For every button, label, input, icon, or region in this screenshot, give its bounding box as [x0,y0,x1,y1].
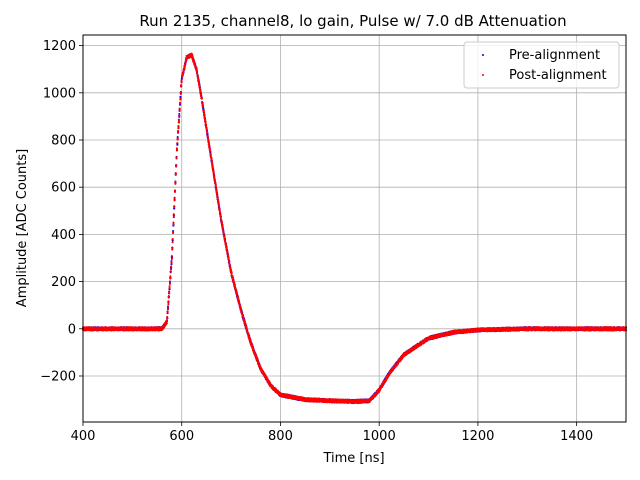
data-point [171,241,174,244]
data-point [167,306,169,309]
data-point [170,268,173,271]
data-point [173,197,176,200]
data-point [175,147,178,150]
data-point [178,107,181,110]
data-point [162,326,165,329]
data-point [178,114,181,117]
data-point [172,224,175,227]
data-point [172,231,175,234]
data-point [180,84,183,87]
data-point [165,320,168,323]
data-point [181,74,184,77]
data-point [167,303,170,306]
data-point [167,300,170,303]
data-point [172,222,175,225]
data-point [179,102,182,105]
data-point [166,310,169,313]
data-point [169,270,172,273]
grid [82,35,626,422]
data-point [171,238,174,241]
data-point [178,113,181,115]
data-point [179,103,182,106]
data-point [179,91,182,94]
data-point [173,190,176,193]
data-point [177,118,180,121]
data-point [176,136,179,139]
data-point [169,275,172,278]
data-point [179,95,182,98]
data-point [173,199,176,202]
plot-area [82,52,627,405]
data-point [176,142,179,145]
data-point [179,97,182,100]
data-point [180,79,183,82]
data-point [172,213,175,216]
data-point [172,216,175,219]
data-point [171,248,174,251]
data-point [166,316,169,319]
data-point [177,124,180,127]
data-point [173,206,176,209]
data-point [170,265,173,268]
data-point [174,172,177,175]
data-point [170,255,173,258]
data-point [174,181,177,184]
data-point [175,156,178,159]
data-point [168,285,171,288]
data-point [177,126,180,129]
data-point [177,130,180,133]
data-point [177,121,180,124]
data-point [178,109,181,112]
chart-title: Run 2135, channel8, lo gain, Pulse w/ 7.… [139,12,566,30]
data-point [167,295,170,298]
data-point [168,283,171,286]
data-point [175,164,178,167]
data-point [168,291,171,294]
data-point [168,287,171,290]
data-point [170,261,173,264]
data-point [168,280,171,283]
data-point [170,257,173,260]
